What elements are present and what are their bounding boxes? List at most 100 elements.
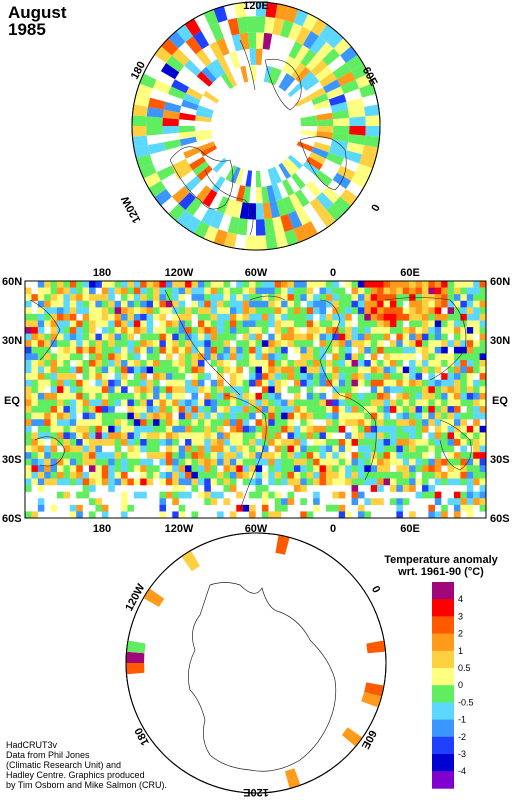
grid-cell <box>242 412 250 420</box>
grid-cell <box>466 320 474 328</box>
grid-cell <box>473 471 480 479</box>
grid-cell <box>197 294 205 301</box>
grid-cell <box>69 366 77 374</box>
grid-cell <box>76 386 83 394</box>
grid-cell <box>421 392 429 400</box>
grid-cell <box>159 320 167 328</box>
grid-cell <box>178 419 186 427</box>
grid-cell <box>377 419 384 427</box>
grid-cell <box>69 478 77 486</box>
grid-cell <box>383 379 391 387</box>
grid-cell <box>300 281 307 288</box>
grid-cell <box>133 379 141 387</box>
grid-cell <box>95 445 103 453</box>
grid-cell <box>473 399 480 407</box>
grid-cell <box>351 353 359 361</box>
grid-cell <box>185 366 192 374</box>
grid-cell <box>153 471 160 479</box>
grid-cell <box>473 445 480 453</box>
grid-cell <box>57 458 64 466</box>
grid-cell <box>217 419 224 427</box>
grid-cell <box>69 399 77 407</box>
grid-cell <box>466 294 474 301</box>
polar-cell <box>364 135 380 148</box>
grid-cell <box>479 320 487 328</box>
grid-cell <box>370 353 378 361</box>
grid-cell <box>31 340 38 348</box>
grid-cell <box>57 406 64 413</box>
grid-cell <box>396 340 403 348</box>
grid-cell <box>108 399 115 407</box>
polar-cell <box>265 234 278 250</box>
grid-cell <box>44 373 51 380</box>
grid-cell <box>377 478 384 486</box>
grid-cell <box>165 386 173 394</box>
polar-cell <box>250 64 256 82</box>
grid-cell <box>172 471 179 479</box>
grid-cell <box>121 386 128 394</box>
grid-cell <box>306 346 314 354</box>
grid-cell <box>466 399 474 407</box>
grid-cell <box>76 353 83 361</box>
polar-cell <box>300 49 317 67</box>
grid-cell <box>370 478 378 486</box>
grid-cell <box>50 465 58 473</box>
grid-cell <box>89 287 96 295</box>
grid-cell <box>204 287 211 295</box>
grid-cell <box>236 281 243 288</box>
grid-cell <box>69 287 77 295</box>
grid-cell <box>402 287 410 295</box>
grid-cell <box>165 294 173 301</box>
legend-level-label: 1 <box>458 646 463 656</box>
grid-cell <box>415 386 423 394</box>
grid-cell <box>293 320 301 328</box>
grid-cell <box>191 445 199 453</box>
grid-cell <box>441 313 448 321</box>
grid-cell <box>217 333 224 341</box>
grid-cell <box>69 353 77 361</box>
grid-cell <box>255 281 263 288</box>
global-map: 180 120W 60W 0 60E 180 120W 60W 0 60E 60… <box>2 267 510 535</box>
grid-cell <box>255 465 263 473</box>
grid-cell <box>229 419 237 427</box>
grid-cell <box>229 320 237 328</box>
grid-cell <box>434 307 442 315</box>
grid-cell <box>396 392 403 400</box>
grid-cell <box>466 340 474 348</box>
grid-cell <box>268 432 275 440</box>
grid-cell <box>95 406 103 413</box>
polar-cell <box>281 160 296 177</box>
grid-cell <box>255 425 263 433</box>
grid-cell <box>338 320 346 328</box>
grid-cell <box>428 281 435 288</box>
grid-cell <box>76 379 83 387</box>
grid-cell <box>108 432 115 440</box>
grid-cell <box>108 478 115 486</box>
grid-cell <box>389 425 397 433</box>
polar-cell <box>346 142 365 155</box>
grid-cell <box>57 471 64 479</box>
grid-cell <box>402 439 410 446</box>
grid-cell <box>421 445 429 453</box>
grid-cell <box>191 511 199 519</box>
grid-cell <box>389 353 397 361</box>
grid-cell <box>396 287 403 295</box>
grid-cell <box>249 287 256 295</box>
grid-cell <box>357 491 365 499</box>
grid-cell <box>377 373 384 380</box>
grid-cell <box>95 412 103 420</box>
grid-cell <box>69 327 77 334</box>
grid-cell <box>287 281 295 288</box>
grid-cell <box>479 333 487 341</box>
grid-cell <box>101 471 109 479</box>
grid-cell <box>191 419 199 427</box>
grid-cell <box>191 281 199 288</box>
grid-cell <box>421 313 429 321</box>
grid-cell <box>210 346 218 354</box>
grid-cell <box>255 419 263 427</box>
grid-cell <box>300 419 307 427</box>
grid-cell <box>281 406 288 413</box>
grid-cell <box>31 445 38 453</box>
grid-cell <box>204 294 211 301</box>
grid-cell <box>261 379 269 387</box>
